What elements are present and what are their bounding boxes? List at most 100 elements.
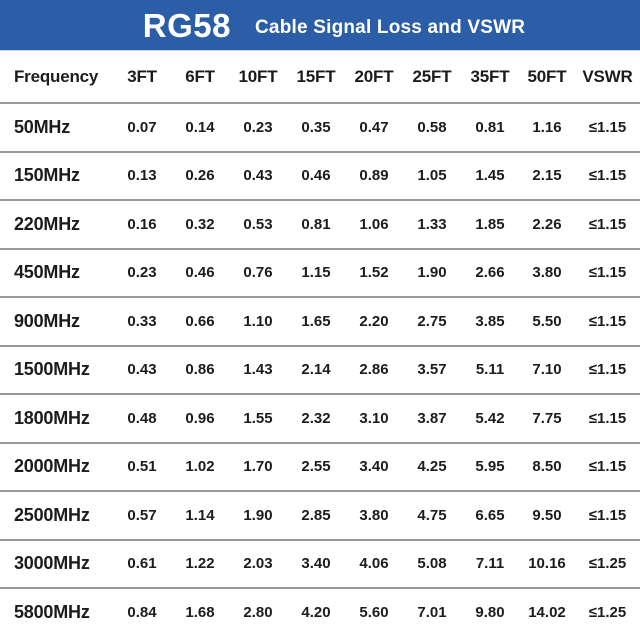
loss-value-cell: 0.57 xyxy=(127,506,157,524)
loss-value-cell: 14.02 xyxy=(528,604,566,622)
column-header-3ft: 3FT xyxy=(127,66,157,86)
signal-loss-table: Frequency 3FT 6FT 10FT 15FT 20FT 25FT 35FT 50FT V… xyxy=(0,51,640,637)
column-header-25ft: 25FT xyxy=(412,66,452,86)
loss-value-cell: 3.10 xyxy=(359,409,389,427)
loss-value-cell: 0.14 xyxy=(185,118,215,136)
vswr-cell: ≤1.25 xyxy=(588,604,627,622)
loss-value-cell: 9.80 xyxy=(475,604,505,622)
table-row: 220MHz 0.16 0.32 0.53 0.81 1.06 1.33 1.85 2.26 ≤1… xyxy=(0,200,640,249)
column-header-vswr: VSWR xyxy=(582,66,633,86)
loss-value-cell: 10.16 xyxy=(528,555,566,573)
loss-value-cell: 6.65 xyxy=(475,506,505,524)
loss-value-cell: 0.32 xyxy=(185,215,215,233)
loss-value-cell: 1.33 xyxy=(417,215,447,233)
loss-value-cell: 0.61 xyxy=(127,555,157,573)
loss-value-cell: 1.15 xyxy=(301,264,331,282)
loss-value-cell: 3.87 xyxy=(417,409,447,427)
loss-value-cell: 0.81 xyxy=(301,215,331,233)
loss-value-cell: 2.85 xyxy=(301,506,331,524)
loss-value-cell: 3.40 xyxy=(301,555,331,573)
loss-value-cell: 2.80 xyxy=(243,604,273,622)
vswr-cell: ≤1.15 xyxy=(588,458,627,476)
table-row: 900MHz 0.33 0.66 1.10 1.65 2.20 2.75 3.85 5.50 ≤1… xyxy=(0,297,640,346)
loss-value-cell: 0.26 xyxy=(185,167,215,185)
loss-value-cell: 0.47 xyxy=(359,118,389,136)
loss-value-cell: 0.48 xyxy=(127,409,157,427)
table-row: 1800MHz 0.48 0.96 1.55 2.32 3.10 3.87 5.42 7.75 ≤… xyxy=(0,394,640,443)
header-subtitle: Cable Signal Loss and VSWR xyxy=(255,16,526,38)
table-row: 5800MHz 0.84 1.68 2.80 4.20 5.60 7.01 9.80 14.02… xyxy=(0,588,640,637)
loss-value-cell: 7.75 xyxy=(532,409,562,427)
loss-value-cell: 0.33 xyxy=(127,312,157,330)
loss-value-cell: 1.43 xyxy=(243,361,273,379)
loss-value-cell: 1.05 xyxy=(417,167,447,185)
loss-value-cell: 5.95 xyxy=(475,458,505,476)
loss-value-cell: 5.42 xyxy=(475,409,505,427)
loss-value-cell: 1.55 xyxy=(243,409,273,427)
frequency-cell: 1800MHz xyxy=(14,407,90,428)
loss-value-cell: 5.50 xyxy=(532,312,562,330)
vswr-cell: ≤1.25 xyxy=(588,555,627,573)
frequency-cell: 3000MHz xyxy=(14,553,90,574)
table-body: 50MHz 0.07 0.14 0.23 0.35 0.47 0.58 0.81 1.16 ≤1.… xyxy=(0,103,640,637)
loss-value-cell: 0.51 xyxy=(127,458,157,476)
loss-value-cell: 0.23 xyxy=(243,118,273,136)
frequency-cell: 50MHz xyxy=(14,116,71,137)
frequency-cell: 220MHz xyxy=(14,213,80,234)
frequency-cell: 1500MHz xyxy=(14,359,90,380)
vswr-cell: ≤1.15 xyxy=(588,409,627,427)
loss-value-cell: 0.89 xyxy=(359,167,389,185)
loss-value-cell: 2.14 xyxy=(301,361,331,379)
loss-value-cell: 3.80 xyxy=(359,506,389,524)
table-row: 150MHz 0.13 0.26 0.43 0.46 0.89 1.05 1.45 2.15 ≤1… xyxy=(0,152,640,200)
loss-value-cell: 2.86 xyxy=(359,361,389,379)
loss-value-cell: 2.55 xyxy=(301,458,331,476)
product-title: RG58 xyxy=(142,6,231,44)
loss-value-cell: 1.16 xyxy=(532,118,562,136)
loss-value-cell: 3.40 xyxy=(359,458,389,476)
loss-value-cell: 7.10 xyxy=(532,361,562,379)
loss-value-cell: 0.23 xyxy=(127,264,157,282)
vswr-cell: ≤1.15 xyxy=(588,312,627,330)
loss-value-cell: 0.46 xyxy=(301,167,331,185)
loss-value-cell: 4.25 xyxy=(417,458,447,476)
loss-value-cell: 0.43 xyxy=(243,167,273,185)
loss-value-cell: 8.50 xyxy=(532,458,562,476)
header-banner: RG58 Cable Signal Loss and VSWR xyxy=(0,0,640,51)
table-row: 450MHz 0.23 0.46 0.76 1.15 1.52 1.90 2.66 3.80 ≤1… xyxy=(0,249,640,297)
loss-value-cell: 4.75 xyxy=(417,506,447,524)
loss-value-cell: 2.75 xyxy=(417,312,447,330)
loss-value-cell: 1.68 xyxy=(185,604,215,622)
column-header-20ft: 20FT xyxy=(354,66,394,86)
loss-value-cell: 0.66 xyxy=(185,312,215,330)
header-title-group: RG58 Cable Signal Loss and VSWR xyxy=(143,9,525,42)
vswr-cell: ≤1.15 xyxy=(588,215,627,233)
loss-value-cell: 1.06 xyxy=(359,215,389,233)
loss-value-cell: 0.16 xyxy=(127,215,157,233)
loss-value-cell: 1.02 xyxy=(185,458,215,476)
loss-value-cell: 7.11 xyxy=(475,555,505,573)
frequency-cell: 900MHz xyxy=(14,310,80,331)
vswr-cell: ≤1.15 xyxy=(588,167,627,185)
frequency-cell: 2000MHz xyxy=(14,456,90,477)
loss-value-cell: 2.26 xyxy=(532,215,562,233)
loss-value-cell: 1.90 xyxy=(243,506,273,524)
loss-value-cell: 4.20 xyxy=(301,604,331,622)
table-header-row: Frequency 3FT 6FT 10FT 15FT 20FT 25FT 35FT 50FT V… xyxy=(0,51,640,103)
loss-value-cell: 1.90 xyxy=(417,264,447,282)
loss-value-cell: 3.57 xyxy=(417,361,447,379)
loss-value-cell: 0.76 xyxy=(243,264,273,282)
loss-value-cell: 2.66 xyxy=(475,264,505,282)
loss-value-cell: 2.03 xyxy=(243,555,273,573)
loss-value-cell: 7.01 xyxy=(417,604,447,622)
loss-value-cell: 5.11 xyxy=(475,361,505,379)
loss-value-cell: 0.58 xyxy=(417,118,447,136)
frequency-cell: 450MHz xyxy=(14,262,80,283)
loss-value-cell: 1.52 xyxy=(359,264,389,282)
loss-value-cell: 9.50 xyxy=(532,506,562,524)
loss-value-cell: 0.53 xyxy=(243,215,273,233)
loss-value-cell: 2.20 xyxy=(359,312,389,330)
loss-value-cell: 2.15 xyxy=(532,167,562,185)
loss-value-cell: 3.80 xyxy=(532,264,562,282)
